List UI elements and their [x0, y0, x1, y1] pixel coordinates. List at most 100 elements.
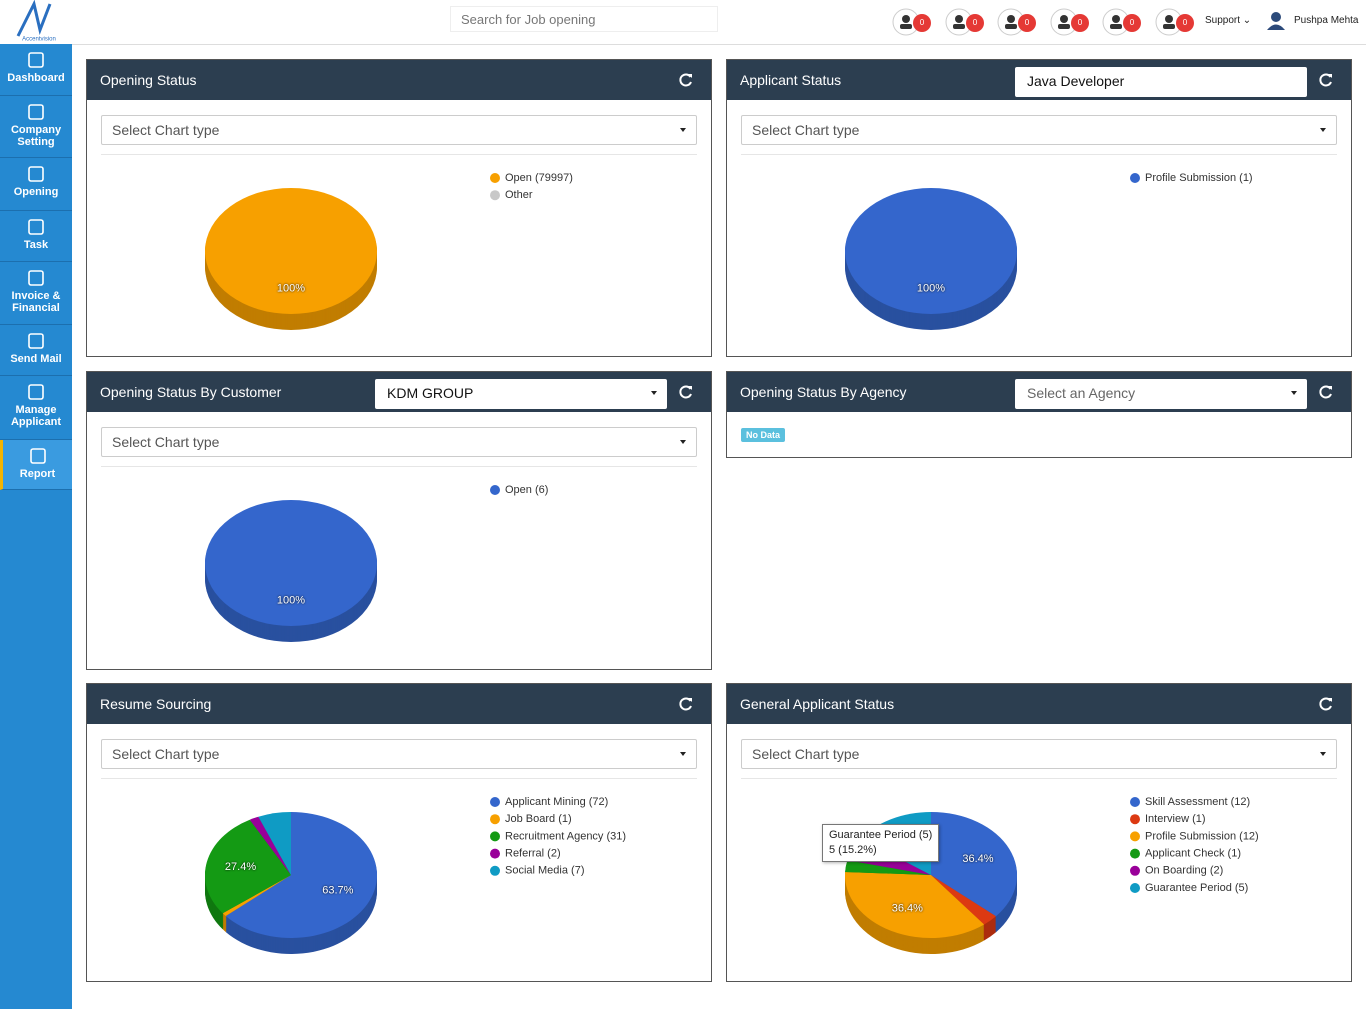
chart-type-select-text: Select Chart type	[112, 122, 220, 138]
icon-glyph	[1162, 24, 1175, 29]
legend-swatch	[1130, 883, 1140, 893]
nav-item[interactable]: Opening	[0, 158, 72, 211]
refresh-glyph	[1319, 697, 1332, 711]
refresh-glyph	[688, 698, 692, 702]
refresh-button[interactable]	[1318, 696, 1334, 712]
refresh-button[interactable]	[678, 384, 694, 400]
nav-icon-shape	[28, 333, 44, 349]
slice-label: 27.4%	[225, 861, 256, 873]
notification-icon[interactable]: 0	[892, 7, 936, 37]
user-name[interactable]: Pushpa Mehta	[1294, 15, 1359, 26]
slice-label: 36.4%	[892, 903, 923, 915]
badge	[1070, 14, 1089, 32]
legend-label: Profile Submission (12)	[1145, 830, 1259, 842]
nav-icon	[28, 219, 44, 235]
header-select[interactable]: Select an Agency	[1015, 379, 1307, 409]
chart-type-select[interactable]: Select Chart type	[741, 115, 1337, 145]
tooltip-title: Guarantee Period (5)	[829, 829, 933, 841]
icon-glyph	[1110, 24, 1122, 29]
icon-glyph	[1007, 15, 1015, 23]
refresh-glyph	[1328, 74, 1332, 78]
nav-item[interactable]: Send Mail	[0, 325, 72, 376]
nav-label: Company Setting	[10, 124, 62, 148]
nav-label: Report	[19, 468, 56, 480]
nav-icon	[28, 270, 44, 286]
icon-glyph	[902, 15, 910, 23]
legend-swatch	[490, 848, 500, 859]
legend-label: Open (6)	[505, 484, 548, 496]
refresh-glyph	[1319, 73, 1332, 87]
refresh-glyph	[679, 697, 692, 711]
caret	[1291, 391, 1297, 395]
nav-item[interactable]: Invoice & Financial	[0, 262, 72, 325]
badge-count: 0	[1130, 18, 1135, 27]
nav-item[interactable]: Company Setting	[0, 96, 72, 158]
caret	[1320, 752, 1326, 756]
notification-icon[interactable]: 0	[1155, 7, 1199, 37]
panel-header: Opening Status By Agency Select an Agency	[727, 372, 1351, 412]
nav-item[interactable]: Report	[0, 440, 72, 490]
legend-swatch	[1130, 814, 1140, 825]
caret	[680, 440, 686, 444]
slice-label: 100%	[277, 595, 305, 607]
header-select[interactable]: Java Developer	[1015, 67, 1307, 97]
chart-type-select[interactable]: Select Chart type	[101, 739, 697, 769]
chart-type-select[interactable]: Select Chart type	[101, 115, 697, 145]
notification-icon[interactable]: 0	[997, 7, 1041, 37]
pie-slice	[931, 812, 1017, 917]
legend-label: Applicant Mining (72)	[505, 796, 608, 808]
nav-item[interactable]: Dashboard	[0, 44, 72, 96]
refresh-button[interactable]	[1318, 72, 1334, 88]
slice-label: 100%	[277, 283, 305, 295]
caret	[1320, 128, 1326, 132]
pie-slice	[225, 812, 377, 938]
nav-item[interactable]: Task	[0, 211, 72, 262]
legend-label: Skill Assessment (12)	[1145, 796, 1250, 808]
nav-item[interactable]: Manage Applicant	[0, 376, 72, 440]
legend-label: Other	[505, 189, 533, 201]
pie-slice	[845, 188, 1017, 314]
legend-swatch	[1130, 797, 1140, 807]
slice-label: 63.7%	[322, 885, 353, 897]
nav-icon	[28, 384, 44, 400]
badge	[913, 14, 931, 32]
sidebar: Dashboard Company Setting Opening Task Invoi…	[0, 44, 72, 1009]
nav-label: Manage Applicant	[10, 404, 62, 428]
panel-header: Opening Status	[87, 60, 711, 100]
pie-chart: 100% Open (79997) Other	[205, 172, 573, 330]
notification-icon[interactable]: 0	[1050, 7, 1094, 37]
refresh-button[interactable]	[678, 696, 694, 712]
top-bar: Accentvision Search for Job opening 0 0 0 0…	[0, 0, 1366, 45]
legend-swatch	[490, 173, 500, 183]
pie-slice	[845, 860, 931, 875]
panel: General Applicant Status Select Chart typ…	[726, 683, 1352, 982]
refresh-button[interactable]	[1318, 384, 1334, 400]
search-box[interactable]: Search for Job opening	[450, 6, 718, 32]
header-select[interactable]: KDM GROUP	[375, 379, 667, 409]
refresh-button[interactable]	[678, 72, 694, 88]
panel-title: Opening Status By Agency	[740, 384, 907, 400]
refresh-glyph	[1328, 698, 1332, 702]
header-select-text: Select an Agency	[1027, 385, 1136, 401]
chart-type-select[interactable]: Select Chart type	[101, 427, 697, 457]
separator	[741, 154, 1337, 155]
chart-type-select[interactable]: Select Chart type	[741, 739, 1337, 769]
support-menu[interactable]: Support ⌄	[1205, 15, 1252, 26]
header-select-text: KDM GROUP	[387, 385, 474, 401]
pie-slice	[222, 875, 291, 917]
panel-title: General Applicant Status	[740, 696, 895, 712]
panel: Opening Status Select Chart type 100% Open …	[86, 59, 712, 357]
legend-swatch	[490, 831, 500, 842]
refresh-glyph	[1319, 385, 1332, 399]
legend-swatch	[490, 865, 500, 876]
legend-label: Applicant Check (1)	[1145, 848, 1241, 860]
legend-label: Referral (2)	[505, 848, 561, 860]
nav-icon	[28, 104, 44, 120]
badge-count: 0	[1025, 18, 1030, 27]
tooltip-value: 5 (15.2%)	[829, 844, 877, 856]
notification-icon[interactable]: 0	[1102, 7, 1146, 37]
notification-icon[interactable]: 0	[945, 7, 989, 37]
panel-title: Resume Sourcing	[100, 696, 212, 712]
nav-label: Task	[23, 239, 49, 251]
pie-slice	[258, 812, 291, 875]
